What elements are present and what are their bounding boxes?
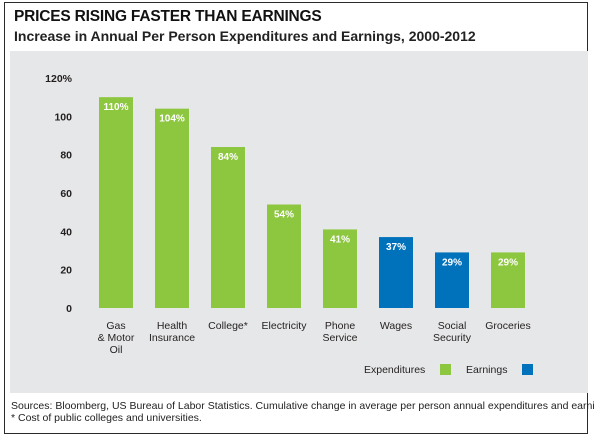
bar-value-label: 54% (274, 210, 294, 221)
plot-area: 0 20 40 60 80 100 120% 110% Gas & Motor Oil 104% Hea… (10, 51, 588, 393)
x-category-label: Groceries (485, 320, 531, 332)
bar (99, 97, 133, 308)
bar (323, 229, 357, 308)
bar-value-label: 84% (218, 152, 238, 163)
bar (267, 204, 301, 308)
bar-chart: 0 20 40 60 80 100 120% 110% Gas & Motor Oil 104% Hea… (45, 73, 533, 376)
bar-value-label: 29% (442, 257, 462, 268)
x-category-label: Electricity (262, 320, 308, 332)
y-tick-label: 60 (60, 188, 72, 200)
legend-label: Expenditures (364, 364, 425, 376)
bar (155, 108, 189, 308)
y-tick-label: 100 (54, 111, 72, 123)
bar-value-label: 37% (386, 242, 406, 253)
y-tick-label: 40 (60, 226, 72, 238)
footnote-text: * Cost of public colleges and universiti… (11, 412, 202, 424)
y-tick-label: 20 (60, 265, 72, 277)
y-tick-label: 80 (60, 150, 72, 162)
bar-value-label: 110% (103, 102, 128, 113)
bar-value-label: 29% (498, 257, 518, 268)
chart-title: PRICES RISING FASTER THAN EARNINGS (14, 8, 322, 25)
chart-frame: PRICES RISING FASTER THAN EARNINGS Incre… (4, 2, 594, 434)
x-category-label: College* (208, 320, 248, 332)
x-category-label: Wages (380, 320, 412, 332)
y-tick-label: 120% (45, 73, 73, 85)
x-category-label: Gas & Motor Oil (98, 320, 135, 356)
bar (379, 237, 413, 308)
bar (211, 147, 245, 308)
bar-value-label: 41% (330, 234, 350, 245)
chart-subtitle: Increase in Annual Per Person Expenditur… (14, 28, 476, 44)
y-tick-label: 0 (66, 303, 72, 315)
x-category-label: Health Insurance (149, 320, 195, 344)
bar-value-label: 104% (159, 114, 185, 125)
sources-note: Sources: Bloomberg, US Bureau of Labor S… (11, 400, 594, 424)
legend-swatch (522, 364, 533, 375)
bar (435, 252, 469, 308)
x-category-label: Phone Service (322, 320, 357, 344)
legend-swatch (440, 364, 451, 375)
x-category-label: Social Security (433, 320, 472, 344)
sources-text: Sources: Bloomberg, US Bureau of Labor S… (11, 400, 594, 412)
bar (491, 252, 525, 308)
legend-label: Earnings (466, 364, 507, 376)
